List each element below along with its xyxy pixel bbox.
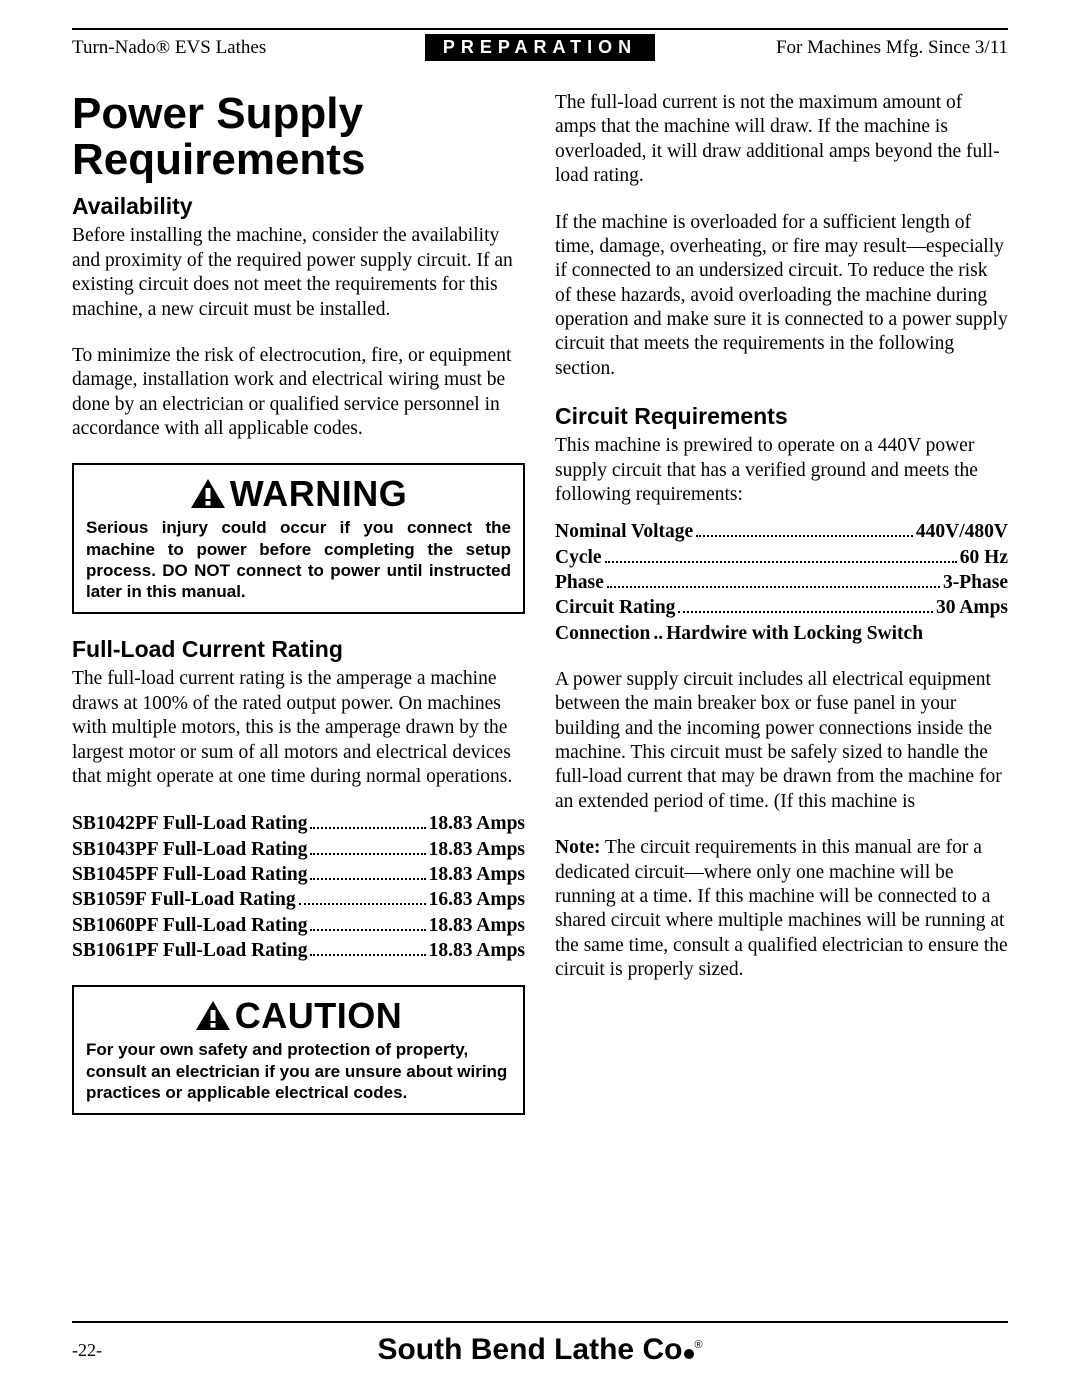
caution-icon	[195, 1000, 231, 1032]
warning-header: WARNING	[86, 473, 511, 515]
spec-value: 60 Hz	[960, 545, 1008, 570]
dot-leader	[299, 903, 426, 905]
spec-row: Cycle 60 Hz	[555, 545, 1008, 570]
spec-label: SB1060PF Full-Load Rating	[72, 913, 307, 938]
spec-row: Connection..Hardwire with Locking Switch	[555, 621, 1008, 646]
warning-body: Serious injury could occur if you connec…	[86, 517, 511, 602]
caution-box: CAUTION For your own safety and protecti…	[72, 985, 525, 1115]
spec-value: 18.83 Amps	[429, 938, 525, 963]
spec-value: 16.83 Amps	[429, 887, 525, 912]
right-p2: If the machine is overloaded for a suffi…	[555, 211, 1008, 382]
spec-value: 18.83 Amps	[429, 811, 525, 836]
spec-label: SB1059F Full-Load Rating	[72, 887, 296, 912]
spec-value: 18.83 Amps	[429, 837, 525, 862]
spec-row: SB1042PF Full-Load Rating 18.83 Amps	[72, 811, 525, 836]
dot-leader	[310, 954, 425, 956]
dot-leader	[310, 827, 425, 829]
availability-p1: Before installing the machine, consider …	[72, 224, 525, 322]
specs-list: Nominal Voltage 440V/480V Cycle 60 Hz Phase 3…	[555, 519, 1008, 646]
page-header: Turn-Nado® EVS Lathes PREPARATION For Ma…	[72, 34, 1008, 61]
dot-leader	[310, 878, 425, 880]
dot-leader	[678, 611, 933, 613]
spec-row: SB1043PF Full-Load Rating 18.83 Amps	[72, 837, 525, 862]
spec-value: 3-Phase	[943, 570, 1008, 595]
circuit-p2: A power supply circuit includes all elec…	[555, 668, 1008, 814]
caution-body: For your own safety and protection of pr…	[86, 1039, 511, 1103]
spec-row: Nominal Voltage 440V/480V	[555, 519, 1008, 544]
fullload-p1: The full-load current rating is the ampe…	[72, 667, 525, 789]
circuit-note: Note: The circuit requirements in this m…	[555, 836, 1008, 982]
warning-title: WARNING	[230, 473, 408, 515]
page-footer: -22- South Bend Lathe Co ®	[72, 1321, 1008, 1367]
brand-dot-icon	[684, 1349, 694, 1359]
footer-brand: South Bend Lathe Co ®	[152, 1333, 928, 1367]
footer-row: -22- South Bend Lathe Co ®	[72, 1333, 1008, 1367]
header-right: For Machines Mfg. Since 3/11	[655, 37, 1008, 59]
page-number: -22-	[72, 1340, 152, 1361]
header-left: Turn-Nado® EVS Lathes	[72, 37, 425, 59]
main-title: Power Supply Requirements	[72, 91, 525, 183]
header-rule	[72, 28, 1008, 30]
spec-label: SB1043PF Full-Load Rating	[72, 837, 307, 862]
note-body: The circuit requirements in this manual …	[555, 837, 1008, 980]
caution-header: CAUTION	[86, 995, 511, 1037]
spec-label: SB1042PF Full-Load Rating	[72, 811, 307, 836]
note-label: Note:	[555, 837, 600, 858]
spec-label: SB1061PF Full-Load Rating	[72, 938, 307, 963]
header-center: PREPARATION	[425, 34, 655, 61]
spec-label: SB1045PF Full-Load Rating	[72, 862, 307, 887]
footer-rule	[72, 1321, 1008, 1323]
spec-value: Hardwire with Locking Switch	[666, 621, 923, 646]
spec-label: Cycle	[555, 545, 602, 570]
warning-icon	[190, 478, 226, 510]
spec-label: Circuit Rating	[555, 595, 675, 620]
dot-leader	[605, 561, 957, 563]
dot-leader	[696, 535, 913, 537]
dot-leader	[310, 853, 425, 855]
brand-reg: ®	[694, 1339, 702, 1351]
spec-row: Circuit Rating 30 Amps	[555, 595, 1008, 620]
right-p1: The full-load current is not the maximum…	[555, 91, 1008, 189]
brand-text: South Bend Lathe Co	[377, 1333, 682, 1366]
circuit-heading: Circuit Requirements	[555, 403, 1008, 430]
spec-value: 440V/480V	[916, 519, 1008, 544]
spec-row: Phase 3-Phase	[555, 570, 1008, 595]
spec-label: Connection	[555, 621, 650, 646]
caution-title: CAUTION	[235, 995, 403, 1037]
spec-label: Nominal Voltage	[555, 519, 693, 544]
content-columns: Power Supply Requirements Availability B…	[72, 91, 1008, 1137]
warning-box: WARNING Serious injury could occur if yo…	[72, 463, 525, 614]
spec-value: 30 Amps	[936, 595, 1008, 620]
dot-leader	[310, 929, 425, 931]
fullload-heading: Full-Load Current Rating	[72, 636, 525, 663]
spec-value: 18.83 Amps	[429, 862, 525, 887]
dot-leader	[607, 586, 940, 588]
spec-row: SB1059F Full-Load Rating 16.83 Amps	[72, 887, 525, 912]
spec-row: SB1045PF Full-Load Rating 18.83 Amps	[72, 862, 525, 887]
spec-value: 18.83 Amps	[429, 913, 525, 938]
spec-label: Phase	[555, 570, 604, 595]
availability-p2: To minimize the risk of electrocution, f…	[72, 344, 525, 442]
circuit-p1: This machine is prewired to operate on a…	[555, 434, 1008, 507]
spec-row: SB1061PF Full-Load Rating 18.83 Amps	[72, 938, 525, 963]
right-column: The full-load current is not the maximum…	[555, 91, 1008, 1137]
spec-row: SB1060PF Full-Load Rating 18.83 Amps	[72, 913, 525, 938]
ratings-list: SB1042PF Full-Load Rating18.83 AmpsSB104…	[72, 811, 525, 963]
left-column: Power Supply Requirements Availability B…	[72, 91, 525, 1137]
availability-heading: Availability	[72, 193, 525, 220]
